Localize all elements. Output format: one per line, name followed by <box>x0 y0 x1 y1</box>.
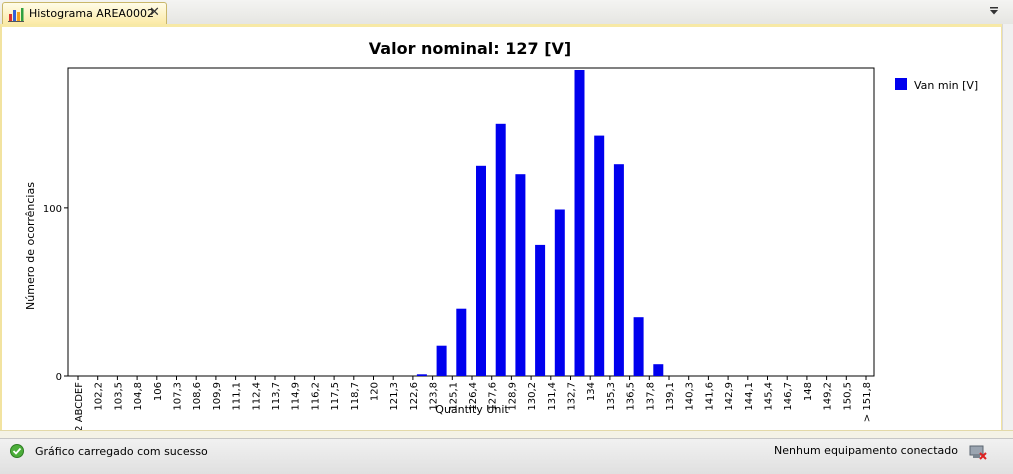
x-tick-label-9: 112,4 <box>251 382 262 411</box>
tab-bar: Histograma AREA0002 ✕ <box>0 0 1013 25</box>
x-tick-label-14: 118,7 <box>350 382 361 411</box>
x-tick-label-8: 111,1 <box>232 382 243 411</box>
bar-18 <box>436 345 447 376</box>
bar-24 <box>554 209 565 376</box>
x-tick-label-27: 135,3 <box>606 382 617 411</box>
legend-swatch <box>895 78 907 90</box>
histogram-chart: Valor nominal: 127 [V] Número de ocorrên… <box>24 39 978 434</box>
check-circle-icon <box>10 444 24 458</box>
x-tick-label-28: 136,5 <box>626 382 637 411</box>
x-tick-label-35: 145,4 <box>764 382 775 411</box>
x-tick-label-31: 140,3 <box>685 382 696 411</box>
status-message: Gráfico carregado com sucesso <box>35 445 208 458</box>
x-tick-label-15: 120 <box>370 382 381 401</box>
tab-histograma[interactable]: Histograma AREA0002 ✕ <box>2 2 167 24</box>
x-tick-label-20: 126,4 <box>468 382 479 411</box>
bar-19 <box>456 308 467 376</box>
connection-status: Nenhum equipamento conectado <box>774 444 958 457</box>
bar-chart-icon <box>8 8 24 22</box>
plot-area <box>67 67 875 377</box>
panel-bottom-border <box>0 430 1013 439</box>
x-tick-label-37: 148 <box>803 382 814 401</box>
x-tick-label-1: 102,2 <box>94 382 105 411</box>
y-axis-label: Número de ocorrências <box>24 182 37 310</box>
bar-21 <box>495 123 506 376</box>
bar-29 <box>653 364 664 376</box>
x-tick-label-6: 108,6 <box>192 382 203 411</box>
x-tick-label-25: 132,7 <box>567 382 578 411</box>
x-tick-label-3: 104,8 <box>133 382 144 411</box>
x-tick-label-32: 141,6 <box>704 382 715 411</box>
bar-27 <box>613 164 624 376</box>
chart-title: Valor nominal: 127 [V] <box>369 39 571 58</box>
legend: Van min [V] <box>895 78 978 92</box>
bar-28 <box>633 317 644 376</box>
x-tick-label-21: 127,6 <box>488 382 499 411</box>
x-tick-label-26: 134 <box>586 382 597 401</box>
x-tick-label-5: 107,3 <box>173 382 184 411</box>
bar-22 <box>515 174 526 376</box>
x-tick-label-24: 131,4 <box>547 382 558 411</box>
bar-23 <box>535 244 546 376</box>
bar-17 <box>416 374 427 376</box>
chevron-down-icon[interactable] <box>989 6 999 16</box>
x-tick-label-17: 122,6 <box>409 382 420 411</box>
x-tick-label-19: 125,1 <box>448 382 459 411</box>
x-tick-label-36: 146,7 <box>783 382 794 411</box>
x-tick-label-13: 117,5 <box>330 382 341 411</box>
x-tick-label-2: 103,5 <box>113 382 124 411</box>
x-tick-label-22: 128,9 <box>507 382 518 411</box>
x-tick-label-23: 130,2 <box>527 382 538 411</box>
x-tick-label-16: 121,3 <box>389 382 400 411</box>
x-tick-label-10: 113,7 <box>271 382 282 411</box>
x-tick-label-11: 114,9 <box>291 382 302 411</box>
x-tick-label-33: 142,9 <box>724 382 735 411</box>
x-tick-label-18: 123,8 <box>429 382 440 411</box>
bar-20 <box>476 165 486 376</box>
x-tick-label-30: 139,1 <box>665 382 676 411</box>
y-tick-label-1: 100 <box>43 204 62 215</box>
x-tick-label-38: 149,2 <box>823 382 834 411</box>
x-tick-label-39: 150,5 <box>842 382 853 411</box>
x-tick-label-4: 106 <box>153 382 164 401</box>
scrollbar-strip <box>1002 24 1013 432</box>
disconnected-device-icon <box>969 445 987 460</box>
x-tick-label-12: 116,2 <box>310 382 321 411</box>
tab-title: Histograma AREA0002 <box>29 7 154 20</box>
bar-25 <box>574 70 585 376</box>
x-tick-label-0: < 102,2 ABCDEF <box>74 382 85 434</box>
x-tick-label-7: 109,9 <box>212 382 223 411</box>
y-tick-label-0: 0 <box>56 372 62 383</box>
close-icon[interactable]: ✕ <box>149 5 160 20</box>
legend-label: Van min [V] <box>914 79 978 92</box>
status-bar: Gráfico carregado com sucesso Nenhum equ… <box>0 438 1013 474</box>
x-tick-label-40: > 151,8 <box>862 382 873 422</box>
bar-26 <box>594 135 605 376</box>
x-axis-label: Quantity Unit <box>435 403 509 416</box>
x-tick-label-34: 144,1 <box>744 382 755 411</box>
x-tick-label-29: 137,8 <box>645 382 656 411</box>
